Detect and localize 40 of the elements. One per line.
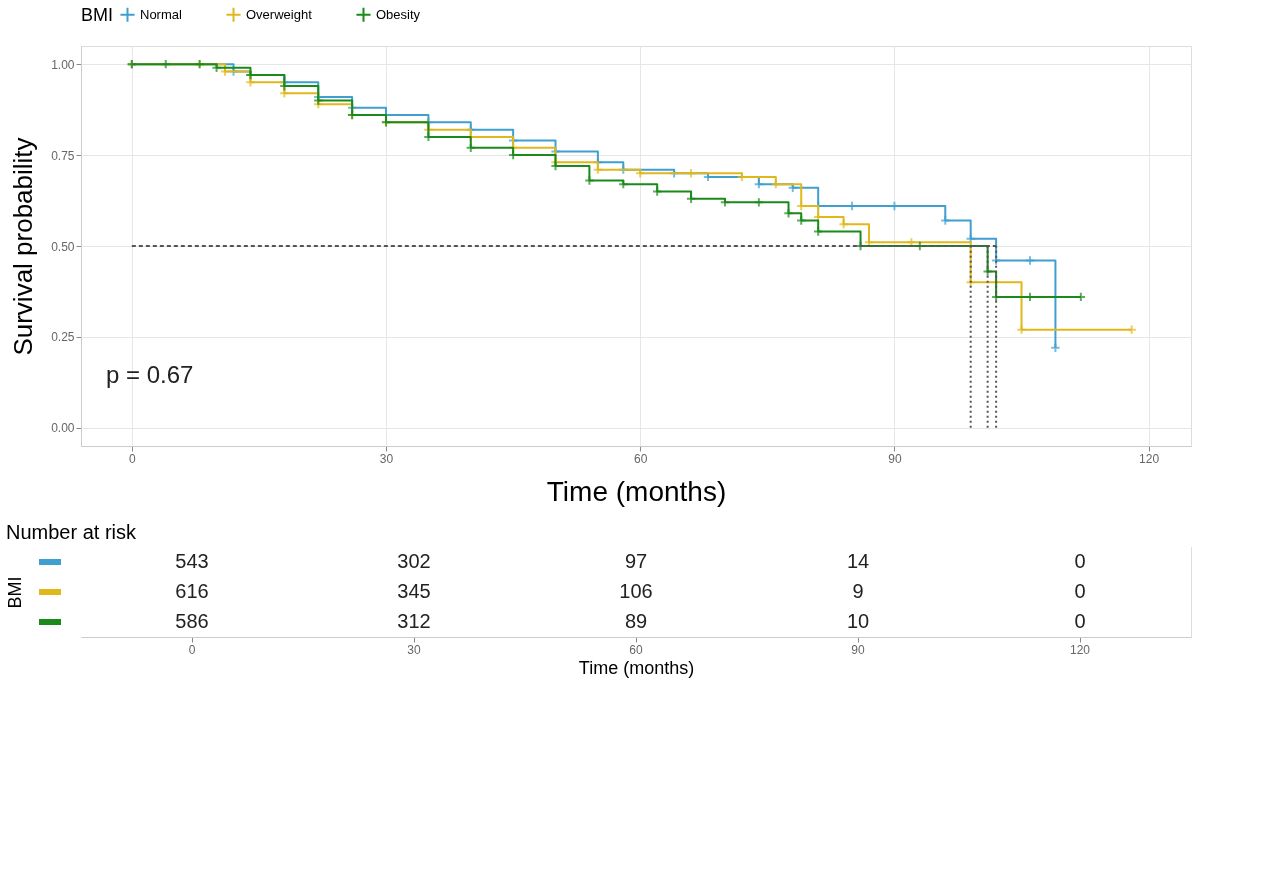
data-label: 106 bbox=[619, 580, 653, 602]
x-tick-label: 60 bbox=[634, 451, 648, 466]
y-axis-title: Survival probability bbox=[8, 137, 39, 356]
data-label: 97 bbox=[624, 550, 648, 572]
x-tick-label: 120 bbox=[1139, 451, 1160, 466]
chart-title: Number at risk bbox=[6, 521, 138, 543]
data-label: 89 bbox=[624, 610, 648, 632]
data-label: 0 bbox=[1074, 580, 1086, 602]
x-tick-label: 30 bbox=[407, 642, 421, 657]
x-tick-label: 0 bbox=[129, 451, 136, 466]
x-axis-title: Time (months) bbox=[546, 475, 727, 507]
data-label: 10 bbox=[846, 610, 870, 632]
y-tick-label: 1.00 bbox=[51, 57, 75, 72]
data-label: 586 bbox=[175, 610, 209, 632]
data-label: 345 bbox=[397, 580, 431, 602]
legend-label: Obesity bbox=[376, 6, 421, 22]
legend-title: BMI bbox=[81, 5, 114, 25]
y-tick-label: 0.00 bbox=[51, 421, 75, 436]
data-label: 312 bbox=[397, 610, 431, 632]
data-label: 9 bbox=[852, 580, 864, 602]
x-tick-label: 30 bbox=[379, 451, 394, 466]
legend-label: Normal bbox=[140, 6, 183, 22]
x-tick-label: 90 bbox=[851, 642, 865, 657]
x-tick-label: 0 bbox=[188, 642, 196, 657]
data-label: 543 bbox=[175, 550, 209, 572]
y-tick-label: 0.25 bbox=[51, 330, 75, 345]
y-axis-title: BMI bbox=[4, 576, 25, 609]
data-label: 14 bbox=[846, 550, 870, 572]
data-label: 0 bbox=[1074, 610, 1086, 632]
legend-label: Overweight bbox=[246, 6, 313, 22]
data-label: 302 bbox=[397, 550, 431, 572]
data-label: 0 bbox=[1074, 550, 1086, 572]
x-axis-title: Time (months) bbox=[578, 657, 695, 678]
annotation: p = 0.67 bbox=[106, 361, 194, 388]
y-tick-label: 0.50 bbox=[51, 239, 75, 254]
x-tick-label: 120 bbox=[1069, 642, 1091, 657]
y-tick-label: 0.75 bbox=[51, 148, 75, 163]
x-tick-label: 60 bbox=[629, 642, 643, 657]
data-label: 616 bbox=[175, 580, 209, 602]
x-tick-label: 90 bbox=[888, 451, 902, 466]
